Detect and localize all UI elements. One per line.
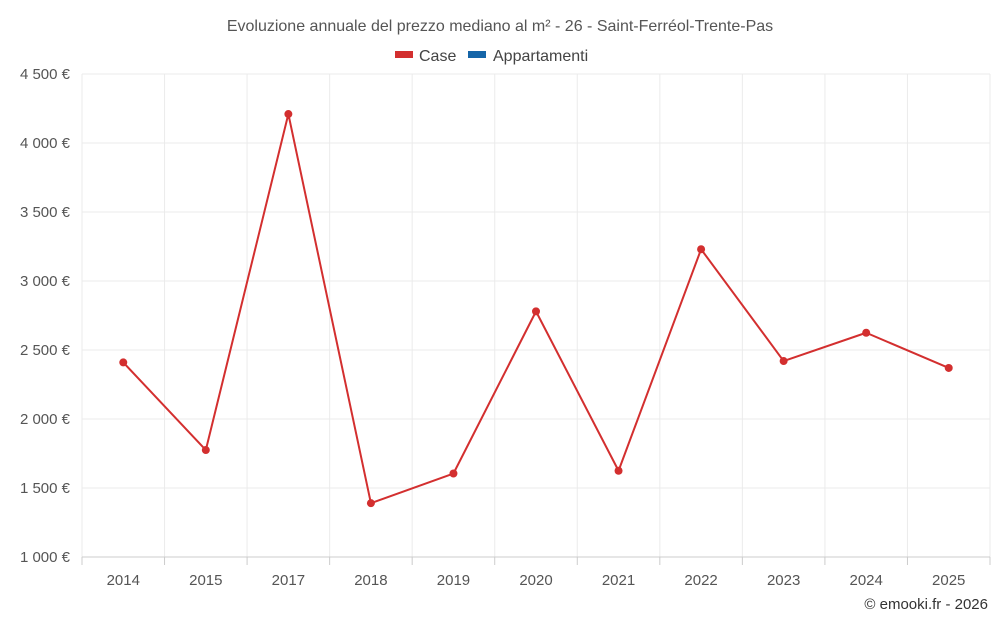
data-point-case-2023[interactable] [779, 357, 788, 366]
y-tick-label: 2 500 € [20, 342, 71, 359]
data-point-case-2017[interactable] [284, 110, 293, 119]
data-point-case-2022[interactable] [697, 245, 706, 254]
legend-swatch-appartamenti [468, 51, 486, 58]
x-tick-label: 2021 [602, 572, 635, 589]
data-point-case-2024[interactable] [862, 328, 871, 337]
data-point-case-2025[interactable] [944, 363, 953, 372]
y-axis: 1 000 € 1 500 € 2 000 € 2 500 € 3 000 € 3 500… [20, 66, 71, 566]
chart-title: Evoluzione annuale del prezzo mediano al… [227, 18, 773, 35]
y-tick-label: 2 000 € [20, 411, 71, 428]
legend-label-appartamenti: Appartamenti [493, 48, 588, 65]
x-tick-label: 2017 [272, 572, 305, 589]
data-point-case-2019[interactable] [449, 469, 458, 478]
data-point-case-2020[interactable] [532, 307, 540, 316]
y-tick-label: 1 500 € [20, 480, 71, 497]
x-tick-label: 2025 [932, 572, 965, 589]
y-tick-label: 4 000 € [20, 135, 71, 152]
x-tick-label: 2020 [519, 572, 552, 589]
x-tick-label: 2014 [107, 572, 140, 589]
data-point-case-2021[interactable] [614, 466, 623, 475]
x-axis: 2014 2015 2017 2018 2019 2020 2021 2022 2023 2024… [81, 556, 991, 589]
x-tick-label: 2018 [354, 572, 387, 589]
y-tick-label: 4 500 € [20, 66, 71, 83]
y-tick-label: 3 500 € [20, 204, 71, 221]
legend-item-case[interactable]: Case [395, 48, 456, 65]
x-tick-label: 2015 [189, 572, 222, 589]
x-tick-label: 2023 [767, 572, 800, 589]
legend-swatch-case [395, 51, 413, 58]
legend-item-appartamenti[interactable]: Appartamenti [468, 48, 588, 65]
y-tick-label: 3 000 € [20, 273, 71, 290]
data-point-case-2018[interactable] [366, 499, 375, 508]
x-tick-label: 2019 [437, 572, 470, 589]
data-point-case-2015[interactable] [201, 446, 210, 455]
y-gridlines [82, 73, 990, 558]
series-layer [119, 110, 953, 508]
legend: Case Appartamenti [395, 48, 588, 65]
data-point-case-2014[interactable] [119, 358, 128, 367]
credit-text: © emooki.fr - 2026 [864, 596, 988, 613]
legend-label-case: Case [419, 48, 456, 65]
y-tick-label: 1 000 € [20, 549, 71, 566]
x-tick-label: 2022 [684, 572, 717, 589]
x-tick-label: 2024 [849, 572, 882, 589]
x-gridlines [81, 74, 991, 557]
